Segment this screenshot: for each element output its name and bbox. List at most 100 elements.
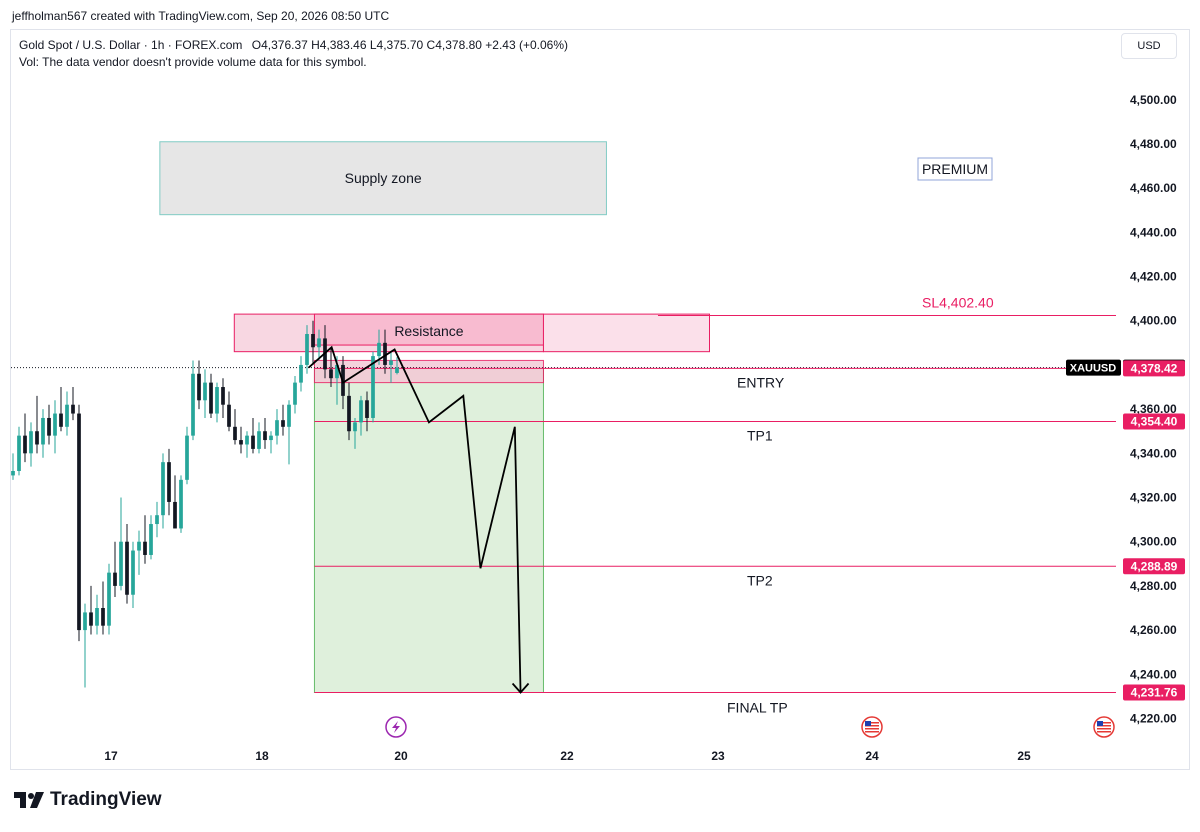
candle[interactable] bbox=[59, 387, 63, 432]
y-tick-label: 4,240.00 bbox=[1130, 667, 1177, 681]
candle[interactable] bbox=[383, 329, 387, 374]
candle-body bbox=[311, 334, 315, 348]
candle[interactable] bbox=[245, 431, 249, 458]
candle[interactable] bbox=[95, 594, 99, 635]
candle[interactable] bbox=[23, 413, 27, 463]
candle[interactable] bbox=[239, 426, 243, 454]
candle[interactable] bbox=[125, 524, 129, 604]
header-credit: jeffholman567 created with TradingView.c… bbox=[12, 9, 390, 23]
premium-annotation[interactable]: PREMIUM bbox=[917, 157, 993, 181]
candle[interactable] bbox=[359, 395, 363, 436]
candle[interactable] bbox=[155, 501, 159, 538]
premium-label: PREMIUM bbox=[922, 161, 988, 177]
candle[interactable] bbox=[191, 360, 195, 441]
candle[interactable] bbox=[65, 391, 69, 436]
candle[interactable] bbox=[29, 422, 33, 467]
candle[interactable] bbox=[77, 404, 81, 642]
candle[interactable] bbox=[71, 387, 75, 421]
candle[interactable] bbox=[149, 515, 153, 560]
candle[interactable] bbox=[365, 391, 369, 432]
candle[interactable] bbox=[311, 320, 315, 365]
footer-brand: TradingView bbox=[50, 789, 162, 810]
candle[interactable] bbox=[143, 515, 147, 564]
candle[interactable] bbox=[215, 382, 219, 423]
candle-body bbox=[137, 541, 141, 551]
candle[interactable] bbox=[167, 448, 171, 516]
candle[interactable] bbox=[269, 431, 273, 454]
candle[interactable] bbox=[275, 409, 279, 445]
candle[interactable] bbox=[173, 475, 177, 529]
candle[interactable] bbox=[227, 391, 231, 432]
lightning-bolt-icon[interactable] bbox=[385, 716, 407, 738]
candle-body bbox=[101, 608, 105, 626]
candle[interactable] bbox=[293, 375, 297, 414]
candle[interactable] bbox=[119, 497, 123, 591]
candle[interactable] bbox=[209, 373, 213, 418]
candle-body bbox=[47, 417, 51, 436]
marker-ring bbox=[1093, 716, 1115, 738]
candle[interactable] bbox=[353, 417, 357, 449]
candle[interactable] bbox=[281, 404, 285, 436]
candle[interactable] bbox=[101, 581, 105, 635]
y-tick-label: 4,220.00 bbox=[1130, 711, 1177, 725]
candle-body bbox=[371, 356, 375, 418]
candle[interactable] bbox=[395, 357, 399, 375]
candle[interactable] bbox=[179, 475, 183, 533]
candle[interactable] bbox=[47, 404, 51, 445]
candle[interactable] bbox=[53, 400, 57, 454]
candle[interactable] bbox=[35, 395, 39, 454]
candle[interactable] bbox=[305, 325, 309, 374]
price-tag-tp2 bbox=[1123, 558, 1185, 575]
price-tag-label: 4,231.76 bbox=[1131, 685, 1178, 699]
candle[interactable] bbox=[287, 400, 291, 465]
currency-button[interactable]: USD bbox=[1121, 33, 1177, 59]
candle[interactable] bbox=[83, 603, 87, 688]
price-tag-final-tp bbox=[1123, 684, 1185, 701]
resistance-extension-box[interactable] bbox=[542, 313, 710, 353]
candle-body bbox=[185, 435, 189, 480]
candle[interactable] bbox=[257, 422, 261, 454]
candle-body bbox=[41, 417, 45, 445]
candle[interactable] bbox=[41, 409, 45, 458]
candle[interactable] bbox=[233, 409, 237, 445]
candle[interactable] bbox=[389, 351, 393, 383]
candle[interactable] bbox=[347, 382, 351, 441]
price-tag-label: 4,288.89 bbox=[1131, 559, 1178, 573]
candle[interactable] bbox=[89, 585, 93, 635]
candle-body bbox=[125, 541, 129, 595]
x-tick-label: 23 bbox=[711, 749, 725, 763]
candle[interactable] bbox=[197, 360, 201, 410]
supply-zone-box[interactable] bbox=[159, 141, 607, 216]
candle-body bbox=[59, 413, 63, 427]
candle[interactable] bbox=[299, 356, 303, 392]
candle[interactable] bbox=[203, 369, 207, 418]
us-flag-icon[interactable] bbox=[861, 716, 883, 738]
candle[interactable] bbox=[317, 329, 321, 361]
candle[interactable] bbox=[263, 417, 267, 449]
us-flag-icon[interactable] bbox=[1093, 716, 1115, 738]
flag-stripe bbox=[865, 731, 879, 733]
flag-stripe bbox=[1097, 731, 1111, 733]
candle[interactable] bbox=[113, 541, 117, 597]
bolt-shape bbox=[392, 721, 400, 733]
candle[interactable] bbox=[131, 541, 135, 608]
candle[interactable] bbox=[251, 417, 255, 454]
candle[interactable] bbox=[329, 347, 333, 388]
legend-symbol[interactable]: Gold Spot / U.S. Dollar · 1h · FOREX.com bbox=[19, 38, 243, 52]
x-tick-label: 20 bbox=[394, 749, 408, 763]
chart-legend[interactable]: Gold Spot / U.S. Dollar · 1h · FOREX.com… bbox=[19, 38, 568, 52]
candle[interactable] bbox=[17, 426, 21, 476]
candle[interactable] bbox=[221, 378, 225, 418]
projection-path[interactable] bbox=[308, 345, 522, 693]
symbol-tag-label: XAUUSD bbox=[1070, 363, 1117, 375]
x-tick-label: 24 bbox=[865, 749, 879, 763]
candle[interactable] bbox=[107, 563, 111, 635]
premium-box[interactable] bbox=[917, 157, 993, 181]
candle[interactable] bbox=[161, 453, 165, 529]
candle[interactable] bbox=[11, 453, 15, 480]
candle[interactable] bbox=[185, 426, 189, 485]
tradingview-logo[interactable]: TradingView bbox=[14, 789, 162, 811]
price-tag-entry bbox=[1123, 360, 1185, 377]
candle[interactable] bbox=[137, 530, 141, 575]
